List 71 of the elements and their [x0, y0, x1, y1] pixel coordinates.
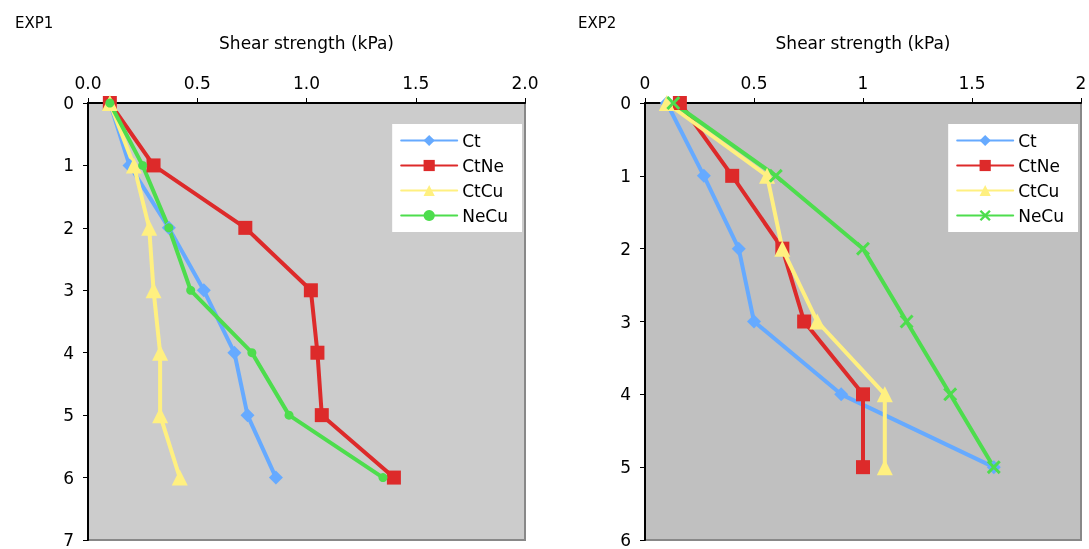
legend-label: NeCu [462, 205, 509, 226]
y-tick-label: 2 [63, 217, 74, 238]
x-tick-label: 2.0 [511, 72, 539, 93]
y-tick-label: 5 [63, 405, 74, 426]
point [856, 241, 870, 256]
point [856, 460, 870, 475]
legend-label: CtCu [462, 180, 504, 201]
y-tick-label: 1 [620, 165, 631, 186]
point [268, 470, 283, 485]
point [310, 345, 325, 360]
point [943, 387, 958, 402]
point [856, 387, 870, 402]
point [666, 96, 681, 110]
point [386, 470, 401, 485]
point [138, 160, 148, 170]
point [747, 314, 761, 329]
legend-label: NeCu [1018, 205, 1065, 226]
y-tick-label: 4 [620, 384, 631, 405]
x-tick-label: 1.5 [402, 72, 430, 93]
y-tick-label: 4 [63, 342, 74, 363]
legend-label: Ct [462, 130, 482, 151]
x-tick-label: 1 [857, 72, 869, 93]
point [171, 469, 188, 486]
y-tick-label: 2 [620, 238, 631, 259]
x-tick-label: 0.5 [183, 72, 211, 93]
point [227, 345, 242, 360]
x-tick-label: 0.0 [74, 72, 102, 93]
point [238, 220, 253, 235]
chart-title: EXP2 [578, 13, 617, 32]
point [696, 168, 711, 183]
y-tick-label: 5 [620, 457, 631, 478]
point [303, 283, 318, 298]
point [759, 167, 776, 184]
point [834, 387, 849, 402]
y-tick-label: 0 [620, 93, 631, 113]
point [247, 348, 257, 358]
y-tick-label: 3 [620, 311, 631, 332]
point [768, 168, 783, 183]
y-tick-label: 7 [63, 530, 74, 549]
legend-label: Ct [1018, 130, 1038, 151]
point [284, 410, 294, 420]
y-tick-label: 6 [63, 467, 74, 488]
point [146, 158, 161, 173]
y-tick-label: 0 [63, 93, 74, 113]
y-tick-label: 1 [63, 155, 74, 176]
point [876, 386, 893, 403]
point [314, 408, 329, 423]
point [899, 314, 914, 329]
legend-label: CtNe [1018, 155, 1060, 176]
point [196, 283, 211, 298]
legend-label: CtCu [1018, 180, 1060, 201]
x-tick-label: 1.0 [292, 72, 321, 93]
x-tick-label: 2 [1075, 72, 1087, 93]
x-axis-title: Shear strength (kPa) [219, 32, 394, 53]
x-tick-label: 0.5 [740, 72, 768, 93]
point [141, 219, 158, 236]
y-tick-label: 6 [620, 530, 631, 549]
x-tick-label: 1.5 [958, 72, 986, 93]
point [731, 241, 746, 256]
x-tick-label: 0 [639, 72, 651, 93]
point [186, 285, 196, 295]
legend-label: CtNe [462, 155, 504, 176]
point [378, 473, 388, 483]
point [809, 313, 826, 330]
point [725, 168, 740, 183]
x-axis-title: Shear strength (kPa) [775, 32, 951, 53]
y-tick-label: 3 [63, 280, 74, 301]
point [797, 314, 812, 329]
point [125, 157, 142, 174]
point [240, 408, 255, 423]
chart-title: EXP1 [15, 13, 54, 32]
